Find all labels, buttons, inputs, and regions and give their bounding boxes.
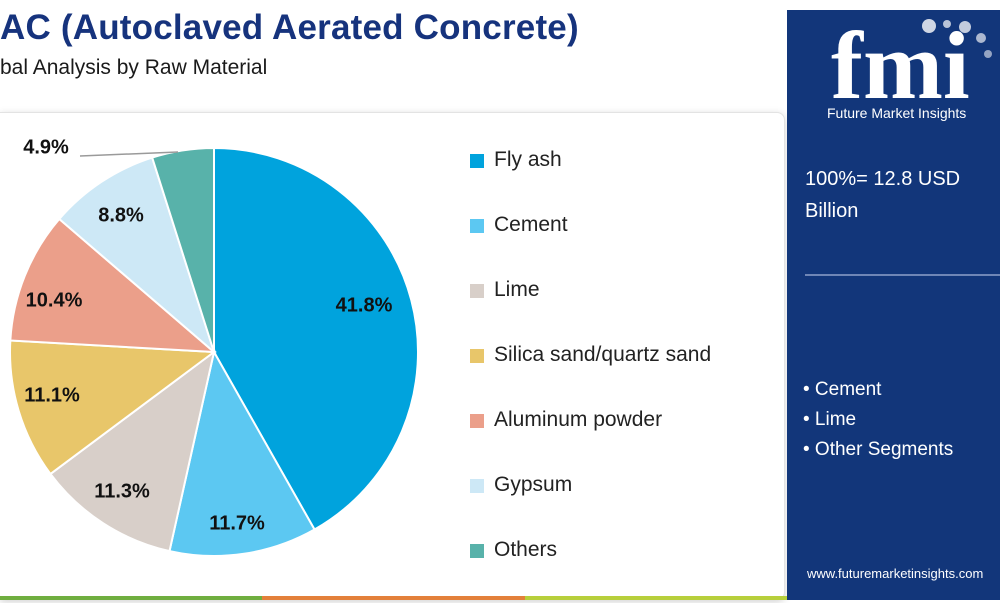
pie-slice-aluminum-powder xyxy=(9,217,217,354)
segment-list: • Cement • Lime • Other Segments xyxy=(803,375,953,465)
bottom-color-strip xyxy=(0,596,787,600)
legend-item: Others xyxy=(470,538,711,603)
legend-label: Aluminum powder xyxy=(494,408,663,431)
bottom-strip-segment xyxy=(262,596,525,600)
data-label-silica-sand-quartz-sand: 11.1% xyxy=(24,384,80,406)
pie-slice-lime xyxy=(49,349,216,553)
legend-label: Lime xyxy=(494,278,540,301)
pie-slice-others xyxy=(150,146,215,353)
legend-label: Gypsum xyxy=(494,473,573,496)
legend-label: Silica sand/quartz sand xyxy=(494,343,712,366)
pie-slice-fly-ash xyxy=(213,146,419,531)
data-label-others: 4.9% xyxy=(23,136,69,158)
market-total: 100%= 12.8 USD Billion xyxy=(805,163,995,227)
bottom-strip-segment xyxy=(0,596,263,600)
data-label-fly-ash: 41.8% xyxy=(336,294,393,316)
legend-swatch xyxy=(470,479,484,493)
sidebar-divider xyxy=(805,274,1000,276)
info-sidebar: fmi Future Market Insights 100%= 12.8 US… xyxy=(787,10,1000,600)
market-total-line1: 100%= 12.8 USD xyxy=(805,168,961,190)
segment-item-cement: • Cement xyxy=(803,379,882,400)
legend-item: Gypsum xyxy=(470,473,711,538)
legend-item: Aluminum powder xyxy=(470,408,711,473)
market-total-line2: Billion xyxy=(805,200,859,222)
legend-swatch xyxy=(470,219,484,233)
legend-swatch xyxy=(470,544,484,558)
svg-text:fmi: fmi xyxy=(831,12,970,119)
data-label-aluminum-powder: 10.4% xyxy=(26,289,83,311)
legend-swatch xyxy=(470,284,484,298)
legend-item: Lime xyxy=(470,278,711,343)
legend-swatch xyxy=(470,349,484,363)
brand-name: Future Market Insights xyxy=(827,105,967,121)
legend-swatch xyxy=(470,154,484,168)
bottom-strip-segment xyxy=(524,596,787,600)
legend-swatch xyxy=(470,414,484,428)
chart-legend: Fly ash Cement Lime Silica sand/quartz sand… xyxy=(470,148,711,603)
legend-item: Silica sand/quartz sand xyxy=(470,343,711,408)
data-label-gypsum: 8.8% xyxy=(98,204,144,226)
segment-item-other: • Other Segments xyxy=(803,439,954,460)
others-leader-line xyxy=(79,151,179,157)
segment-item-lime: • Lime xyxy=(803,409,857,430)
fmi-logo: fmi xyxy=(831,12,992,119)
website-link[interactable]: www.futuremarketinsights.com xyxy=(807,566,984,581)
data-label-cement: 11.7% xyxy=(209,512,265,534)
legend-label: Fly ash xyxy=(494,148,562,171)
legend-item: Fly ash xyxy=(470,148,711,213)
data-label-lime: 11.3% xyxy=(94,480,150,502)
pie-slice-silica-sand-quartz-sand xyxy=(9,339,217,476)
chart-title: AC (Autoclaved Aerated Concrete) xyxy=(0,8,579,47)
pie-slice-cement xyxy=(168,349,316,557)
legend-label: Others xyxy=(494,538,558,561)
legend-item: Cement xyxy=(470,213,711,278)
legend-label: Cement xyxy=(494,213,568,236)
pie-chart: 41.8% 11.7% 11.3% 11.1% 10.4% 8.8% 4.9% xyxy=(9,136,419,557)
pie-slice-gypsum xyxy=(57,156,217,356)
chart-subtitle: bal Analysis by Raw Material xyxy=(0,56,268,79)
